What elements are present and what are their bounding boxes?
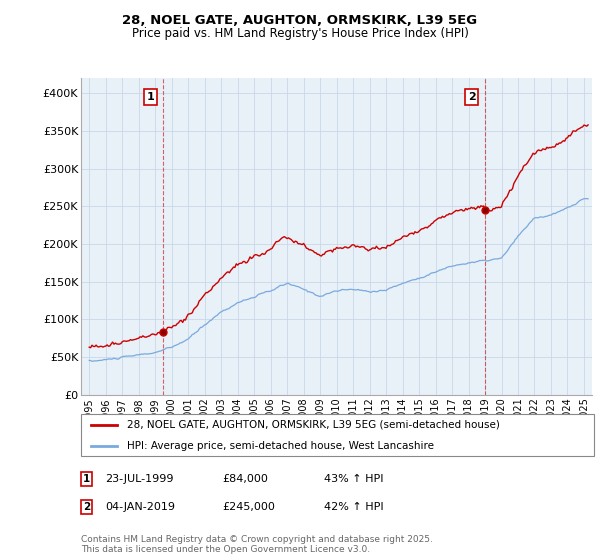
Text: 2: 2 [468, 92, 476, 102]
Text: 2: 2 [83, 502, 90, 512]
Text: 23-JUL-1999: 23-JUL-1999 [105, 474, 173, 484]
FancyBboxPatch shape [81, 414, 594, 456]
Text: Price paid vs. HM Land Registry's House Price Index (HPI): Price paid vs. HM Land Registry's House … [131, 27, 469, 40]
Text: 28, NOEL GATE, AUGHTON, ORMSKIRK, L39 5EG (semi-detached house): 28, NOEL GATE, AUGHTON, ORMSKIRK, L39 5E… [127, 420, 500, 430]
Text: 04-JAN-2019: 04-JAN-2019 [105, 502, 175, 512]
Text: 28, NOEL GATE, AUGHTON, ORMSKIRK, L39 5EG: 28, NOEL GATE, AUGHTON, ORMSKIRK, L39 5E… [122, 14, 478, 27]
Text: £84,000: £84,000 [222, 474, 268, 484]
Text: Contains HM Land Registry data © Crown copyright and database right 2025.
This d: Contains HM Land Registry data © Crown c… [81, 535, 433, 554]
Text: £245,000: £245,000 [222, 502, 275, 512]
Text: HPI: Average price, semi-detached house, West Lancashire: HPI: Average price, semi-detached house,… [127, 441, 434, 451]
Text: 1: 1 [146, 92, 154, 102]
Text: 42% ↑ HPI: 42% ↑ HPI [324, 502, 383, 512]
Text: 1: 1 [83, 474, 90, 484]
Text: 43% ↑ HPI: 43% ↑ HPI [324, 474, 383, 484]
